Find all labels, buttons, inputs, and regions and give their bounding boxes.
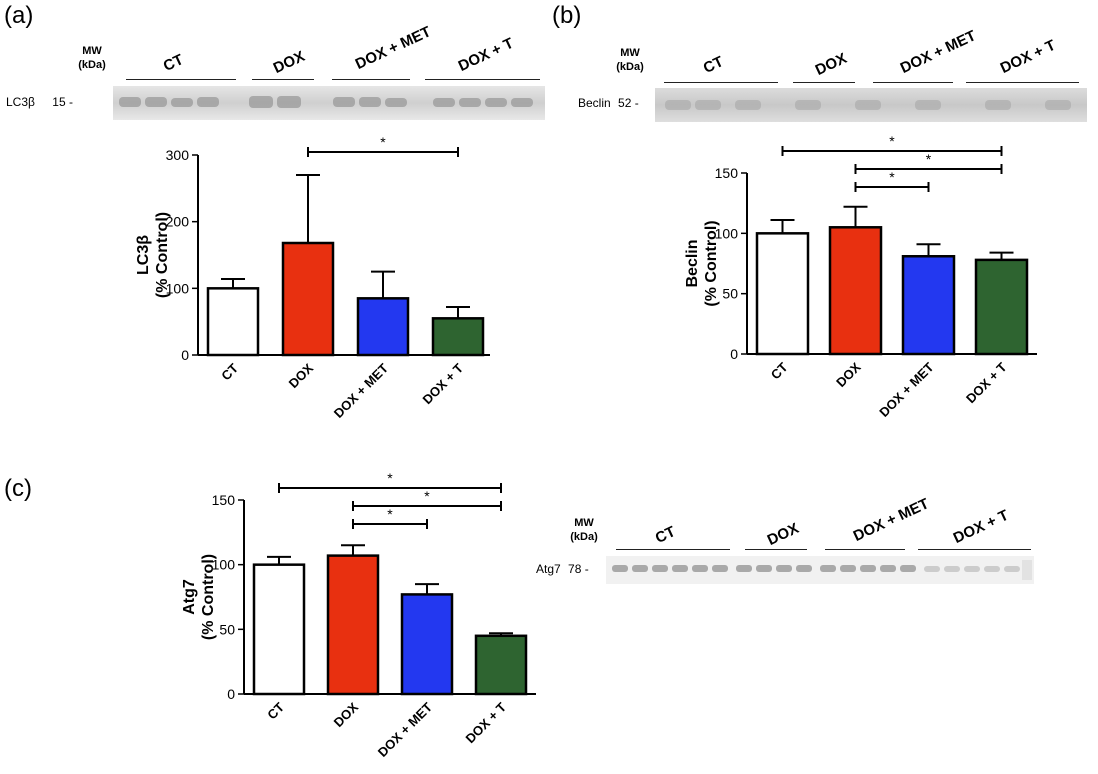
y-axis-title-a: LC3β (% Control) xyxy=(135,212,171,298)
x-tick-label-a-3: DOX + T xyxy=(419,360,466,407)
western-blot-a xyxy=(113,86,545,120)
y-tick-label-a-3: 300 xyxy=(166,147,190,163)
x-tick-label-a-2: DOX + MET xyxy=(331,360,391,420)
y-axis-title-line2-a: (% Control) xyxy=(154,212,171,298)
blot-group-a-3: DOX + T xyxy=(455,34,517,75)
bar-chart-a: 0 100 200 300 LC3β (% Control) CT DOX DOX + MET D… xyxy=(135,135,490,421)
blot-mw-value-a: 15 - xyxy=(52,95,73,109)
panel-letter-a: (a) xyxy=(4,2,34,29)
x-tick-label-a-1: DOX xyxy=(286,360,317,391)
blot-group-line-a-3 xyxy=(425,79,540,80)
mw-header-a: MW (kDa) xyxy=(74,44,110,72)
x-tick-label-a-0: CT xyxy=(218,360,241,383)
blot-group-a-0: CT xyxy=(160,51,187,75)
bar-a-2 xyxy=(356,297,410,357)
blot-group-a-2: DOX + MET xyxy=(352,23,434,74)
blot-protein-name-a: LC3β xyxy=(6,95,35,109)
bar-a-0 xyxy=(206,287,260,357)
y-axis-title-line1-a: LC3β xyxy=(135,235,152,275)
blot-group-line-a-1 xyxy=(252,79,314,80)
bar-a-3 xyxy=(431,317,485,357)
blot-group-line-a-0 xyxy=(126,79,236,80)
y-tick-label-a-0: 0 xyxy=(181,347,189,363)
blot-group-line-a-2 xyxy=(332,79,410,80)
mw-label-a: MW (kDa) xyxy=(78,45,106,71)
sig-star-a-0: * xyxy=(380,135,386,150)
blot-group-a-1: DOX xyxy=(270,47,308,77)
y-tick-label-a-1: 100 xyxy=(166,280,190,296)
bar-a-1 xyxy=(281,241,335,357)
y-tick-label-a-2: 200 xyxy=(166,214,190,230)
blot-protein-label-a: LC3β 15 - xyxy=(6,95,73,109)
